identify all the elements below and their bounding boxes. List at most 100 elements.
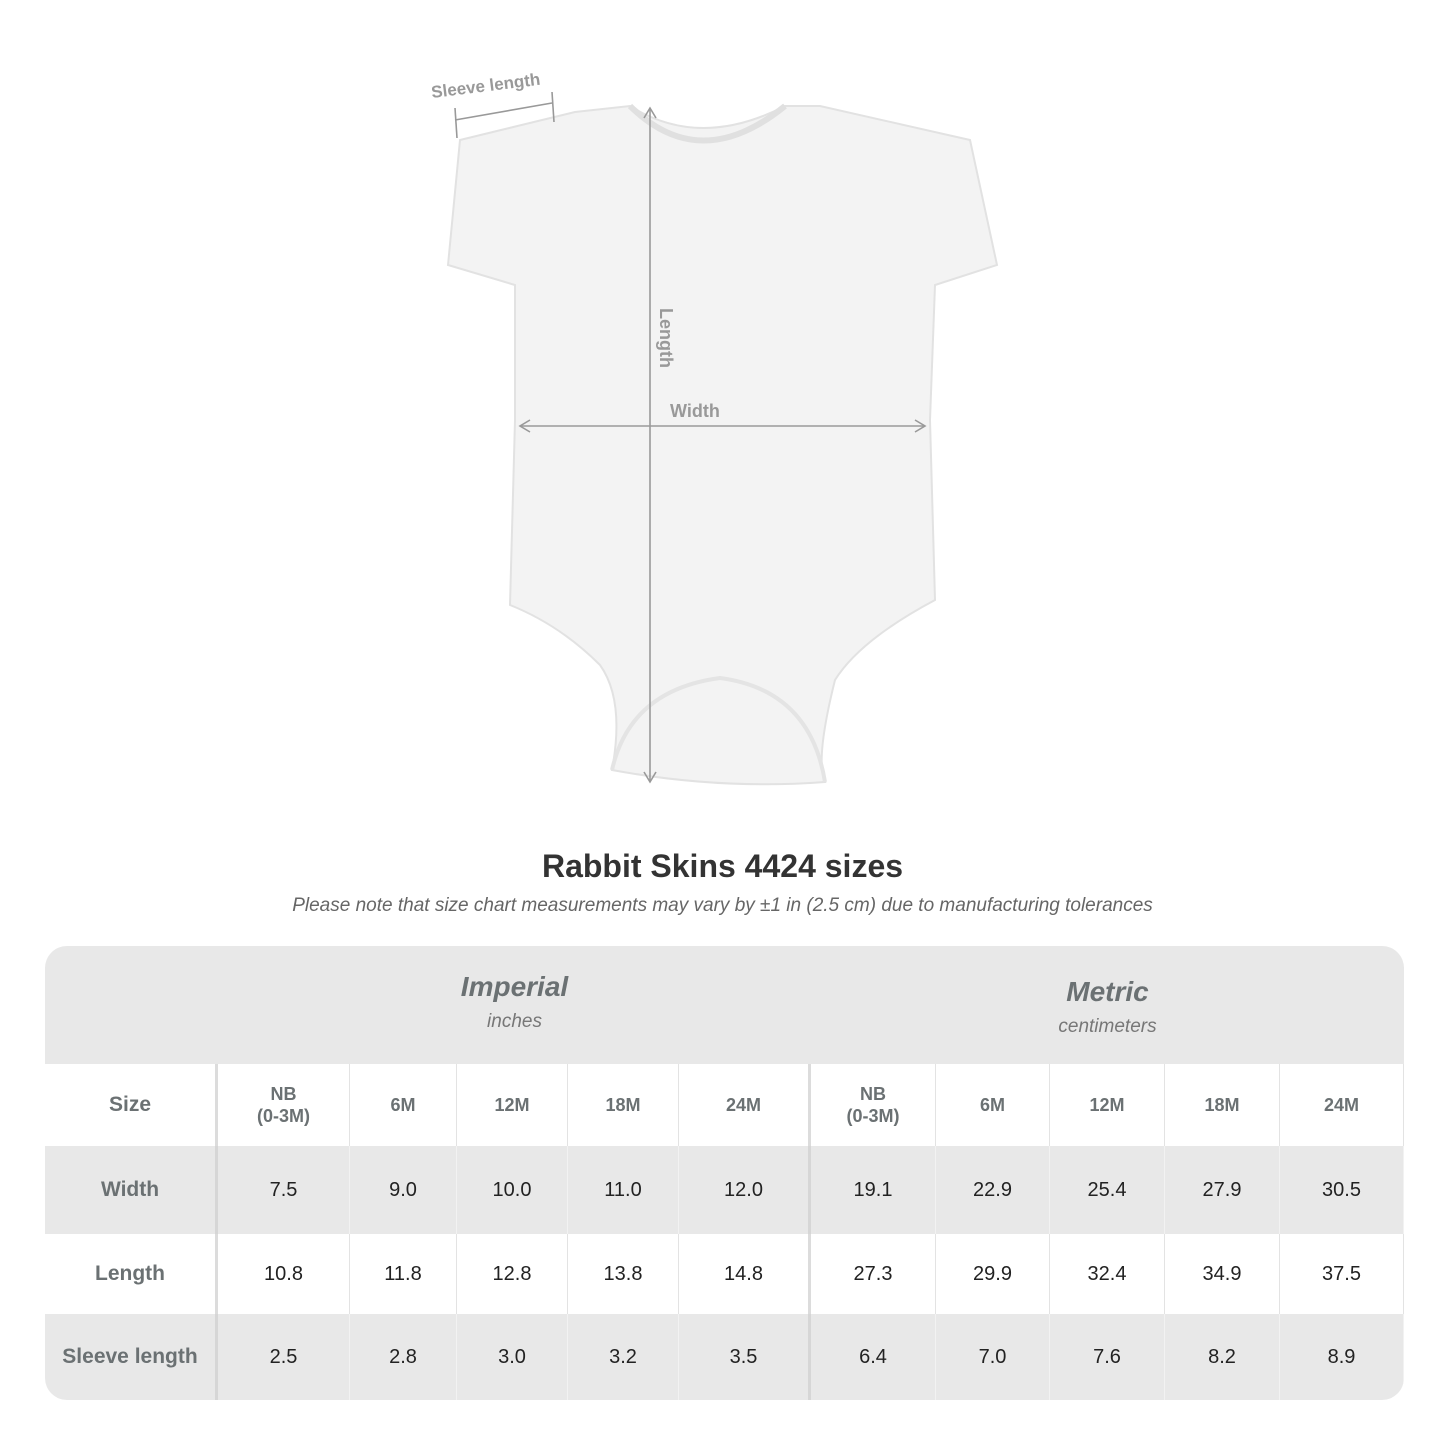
- sleeve-measure-line: [454, 102, 553, 121]
- chart-title: Rabbit Skins 4424 sizes: [541, 848, 904, 884]
- onesie-diagram: Sleeve length Length Width: [430, 70, 999, 786]
- metric-size-header: 18M: [1165, 1064, 1280, 1146]
- imperial-size-header: 12M: [457, 1064, 568, 1146]
- length-label: Length: [656, 308, 676, 368]
- measurement-value: 11.0: [604, 1178, 642, 1201]
- imperial-value-cell: 2.8: [350, 1314, 457, 1400]
- imperial-value-cell: 3.2: [568, 1314, 679, 1400]
- imperial-unit: inches: [487, 1011, 542, 1032]
- metric-value-cell: 27.3: [811, 1234, 936, 1314]
- size-name: NB: [270, 1084, 297, 1104]
- imperial-value-cell: 13.8: [568, 1234, 679, 1314]
- measurement-value: 2.5: [269, 1345, 298, 1368]
- imperial-value-cell: 7.5: [218, 1146, 350, 1234]
- measurement-value: 2.8: [389, 1345, 417, 1368]
- metric-value-cell: 19.1: [811, 1146, 936, 1234]
- imperial-value-cell: 11.0: [568, 1146, 679, 1234]
- measurement-value: 7.0: [978, 1345, 1007, 1368]
- measurement-value: 10.8: [264, 1262, 303, 1285]
- measurement-value: 3.5: [729, 1345, 758, 1368]
- measurement-value: 12.0: [724, 1178, 763, 1201]
- imperial-value-cell: 10.0: [457, 1146, 568, 1234]
- length-arrow-top: [643, 106, 657, 119]
- measurement-value: 8.2: [1208, 1345, 1236, 1368]
- metric-value-cell: 7.0: [936, 1314, 1050, 1400]
- imperial-value-cell: 2.5: [218, 1314, 350, 1400]
- imperial-value-cell: 12.8: [457, 1234, 568, 1314]
- size-name: 12M: [1089, 1095, 1125, 1115]
- metric-unit: centimeters: [1058, 1016, 1157, 1037]
- table-row: Width 7.5 9.0 10.0 11.0 12.0 19.1 22.9 25.4 27.9 3…: [45, 1146, 1404, 1234]
- tolerance-note: Please note that size chart measurements…: [292, 895, 1153, 916]
- metric-value-cell: 7.6: [1050, 1314, 1165, 1400]
- metric-value-cell: 37.5: [1280, 1234, 1404, 1314]
- measurement-value: 37.5: [1322, 1262, 1361, 1285]
- metric-size-header: 6M: [936, 1064, 1050, 1146]
- measurement-value: 29.9: [973, 1262, 1012, 1285]
- measurement-value: 7.6: [1093, 1345, 1121, 1368]
- imperial-value-cell: 10.8: [218, 1234, 350, 1314]
- row-label-cell: Width: [45, 1146, 218, 1234]
- metric-value-cell: 32.4: [1050, 1234, 1165, 1314]
- row-label-cell: Length: [45, 1234, 218, 1314]
- size-name: 18M: [1204, 1095, 1240, 1115]
- neckline: [627, 103, 787, 144]
- imperial-value-cell: 9.0: [350, 1146, 457, 1234]
- metric-value-cell: 34.9: [1165, 1234, 1280, 1314]
- measurement-value: 30.5: [1322, 1178, 1361, 1201]
- measurement-value: 34.9: [1202, 1262, 1242, 1285]
- measurement-value: 27.3: [853, 1262, 893, 1285]
- row-label: Sleeve length: [62, 1345, 198, 1368]
- imperial-value-cell: 12.0: [679, 1146, 811, 1234]
- row-label: Length: [95, 1262, 165, 1285]
- size-table: Imperial inches Metric centimeters Size N…: [45, 946, 1404, 1400]
- measurement-value: 11.8: [384, 1262, 422, 1285]
- size-name: 6M: [979, 1095, 1005, 1115]
- sleeve-length-label: Sleeve length: [430, 70, 541, 102]
- imperial-size-header: 6M: [350, 1064, 457, 1146]
- metric-value-cell: 22.9: [936, 1146, 1050, 1234]
- size-name: (0-3M): [846, 1106, 900, 1126]
- imperial-size-header: NB (0-3M): [218, 1064, 350, 1146]
- sleeve-tick-right: [551, 91, 555, 123]
- imperial-value-cell: 11.8: [350, 1234, 457, 1314]
- imperial-header: Imperial inches: [218, 946, 811, 1064]
- width-arrow-left: [518, 419, 531, 433]
- measurement-value: 27.9: [1202, 1178, 1242, 1201]
- onesie-image: [446, 104, 999, 786]
- imperial-value-cell: 3.0: [457, 1314, 568, 1400]
- measurement-value: 3.2: [609, 1345, 637, 1368]
- measurement-value: 12.8: [492, 1262, 532, 1285]
- imperial-value-cell: 14.8: [679, 1234, 811, 1314]
- metric-value-cell: 6.4: [811, 1314, 936, 1400]
- measurement-value: 32.4: [1087, 1262, 1127, 1285]
- row-label: Width: [100, 1178, 160, 1201]
- measurement-value: 7.5: [269, 1178, 298, 1201]
- metric-value-cell: 27.9: [1165, 1146, 1280, 1234]
- length-arrow-bottom: [643, 771, 657, 784]
- metric-value-cell: 8.2: [1165, 1314, 1280, 1400]
- size-name: 18M: [605, 1095, 641, 1115]
- size-label: Size: [108, 1093, 152, 1116]
- size-name: 12M: [494, 1095, 530, 1115]
- width-label: Width: [670, 401, 720, 421]
- measurement-value: 13.8: [603, 1262, 643, 1285]
- measurement-value: 25.4: [1087, 1178, 1127, 1201]
- size-name: 6M: [390, 1095, 416, 1115]
- imperial-size-header: 24M: [679, 1064, 811, 1146]
- metric-header: Metric centimeters: [811, 951, 1404, 1069]
- measurement-value: 19.1: [853, 1178, 893, 1201]
- measurement-value: 8.9: [1327, 1345, 1356, 1368]
- metric-value-cell: 29.9: [936, 1234, 1050, 1314]
- measurement-value: 9.0: [389, 1178, 417, 1201]
- metric-value-cell: 25.4: [1050, 1146, 1165, 1234]
- measurement-value: 22.9: [973, 1178, 1012, 1201]
- table-row: Sleeve length 2.5 2.8 3.0 3.2 3.5 6.4 7.0 7.6 8.2…: [45, 1314, 1404, 1400]
- size-header-row: Size NB (0-3M) 6M 12M 18M 24M NB (0-3M) 6M 12M 18M 2…: [45, 1064, 1404, 1146]
- metric-size-header: NB (0-3M): [811, 1064, 936, 1146]
- row-label-cell: Sleeve length: [45, 1314, 218, 1400]
- leg-opening: [610, 675, 827, 783]
- table-row: Length 10.8 11.8 12.8 13.8 14.8 27.3 29.9 32.4 34…: [45, 1234, 1404, 1314]
- imperial-value-cell: 3.5: [679, 1314, 811, 1400]
- size-name: (0-3M): [257, 1106, 310, 1126]
